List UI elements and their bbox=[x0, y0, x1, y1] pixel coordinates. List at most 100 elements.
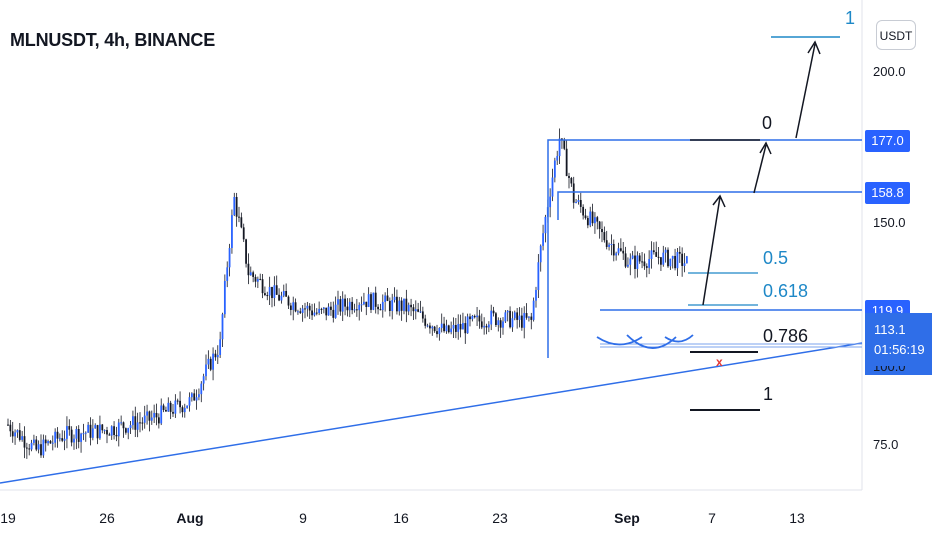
candle-body bbox=[655, 252, 658, 257]
candle-body bbox=[683, 263, 686, 266]
candle-body bbox=[681, 253, 684, 266]
candle-body bbox=[426, 325, 429, 327]
time-label-sep: Sep bbox=[614, 510, 640, 526]
candle-body bbox=[70, 429, 73, 443]
candle-body bbox=[68, 426, 71, 430]
candle-body bbox=[84, 432, 87, 434]
candle-body bbox=[242, 227, 245, 240]
candle-body bbox=[572, 183, 575, 203]
candle-body bbox=[82, 433, 85, 435]
candle-body bbox=[330, 306, 332, 310]
candle-body bbox=[452, 324, 455, 329]
candle-body bbox=[579, 199, 582, 207]
candle-body bbox=[124, 428, 127, 433]
candle-body bbox=[379, 309, 382, 311]
candle-body bbox=[301, 308, 304, 313]
candle-body bbox=[462, 323, 464, 330]
candle-body bbox=[134, 416, 137, 430]
candle-body bbox=[480, 321, 483, 328]
candle-body bbox=[299, 311, 302, 313]
candle-body bbox=[596, 217, 599, 222]
candle-body bbox=[643, 261, 646, 267]
candle-body bbox=[325, 307, 328, 316]
candle-body bbox=[172, 411, 174, 414]
candle-body bbox=[598, 221, 601, 230]
candle-body bbox=[40, 444, 42, 456]
candle-body bbox=[56, 431, 59, 439]
candle-body bbox=[240, 217, 243, 228]
candle-body bbox=[233, 196, 236, 216]
candle-body bbox=[183, 408, 186, 413]
candle-body bbox=[528, 316, 530, 318]
candle-body bbox=[582, 206, 585, 216]
candle-body bbox=[205, 364, 207, 377]
candle-body bbox=[570, 177, 573, 184]
candle-body bbox=[136, 422, 139, 430]
candle-body bbox=[372, 292, 375, 310]
candle-body bbox=[511, 318, 514, 328]
candle-body bbox=[247, 263, 250, 276]
candle-body bbox=[450, 328, 453, 333]
candle-body bbox=[615, 253, 618, 256]
candle-body bbox=[367, 294, 370, 307]
price-tick-75: 75.0 bbox=[873, 437, 899, 452]
candle-body bbox=[671, 255, 674, 259]
candle-body bbox=[627, 264, 629, 267]
candle-body bbox=[226, 267, 229, 281]
candle-body bbox=[231, 215, 233, 249]
candle-body bbox=[339, 299, 342, 312]
candle-body bbox=[320, 308, 323, 310]
candle-body bbox=[54, 431, 57, 443]
candle-body bbox=[146, 411, 148, 416]
candle-body bbox=[678, 251, 681, 254]
candle-body bbox=[80, 433, 82, 442]
candle-body bbox=[438, 328, 441, 335]
candle-body bbox=[532, 300, 535, 320]
candle-body bbox=[106, 430, 108, 435]
candle-body bbox=[391, 300, 394, 311]
currency-button[interactable]: USDT bbox=[876, 20, 916, 50]
candle-body bbox=[603, 232, 606, 241]
candle-body bbox=[509, 310, 511, 328]
price-tick-200: 200.0 bbox=[873, 64, 906, 79]
candle-body bbox=[377, 306, 379, 310]
candle-body bbox=[99, 424, 101, 439]
candle-body bbox=[490, 310, 493, 325]
candle-body bbox=[530, 316, 533, 320]
candle-body bbox=[518, 315, 521, 320]
candle-body bbox=[117, 422, 120, 437]
time-label-23: 23 bbox=[492, 510, 508, 526]
candle-body bbox=[417, 309, 420, 312]
candle-body bbox=[193, 393, 196, 401]
candle-body bbox=[641, 261, 643, 263]
price-tag-177: 177.0 bbox=[865, 130, 910, 152]
candle-body bbox=[424, 318, 427, 326]
candle-body bbox=[577, 199, 580, 203]
time-label-9: 9 bbox=[299, 510, 307, 526]
candle-body bbox=[619, 248, 622, 251]
candle-body bbox=[37, 444, 40, 450]
time-label-aug: Aug bbox=[176, 510, 204, 526]
candle-body bbox=[33, 439, 35, 443]
candle-body bbox=[94, 425, 97, 429]
candle-body bbox=[648, 258, 651, 268]
candle-body bbox=[403, 298, 405, 311]
candle-body bbox=[58, 438, 61, 440]
fib-label-half: 0.5 bbox=[763, 248, 789, 268]
candle-body bbox=[108, 434, 111, 436]
candle-body bbox=[280, 295, 283, 301]
candle-body bbox=[160, 405, 163, 424]
symbol-title: MLNUSDT, 4h, BINANCE bbox=[10, 30, 216, 50]
candle-body bbox=[285, 290, 288, 297]
candle-body bbox=[622, 250, 625, 254]
candle-body bbox=[287, 296, 290, 306]
candle-body bbox=[308, 305, 311, 311]
candle-body bbox=[115, 434, 118, 437]
candle-body bbox=[556, 156, 559, 161]
candle-body bbox=[487, 324, 490, 328]
candle-body bbox=[393, 296, 396, 301]
candle-body bbox=[155, 412, 158, 418]
candle-body bbox=[589, 211, 592, 226]
candle-body bbox=[631, 255, 634, 259]
